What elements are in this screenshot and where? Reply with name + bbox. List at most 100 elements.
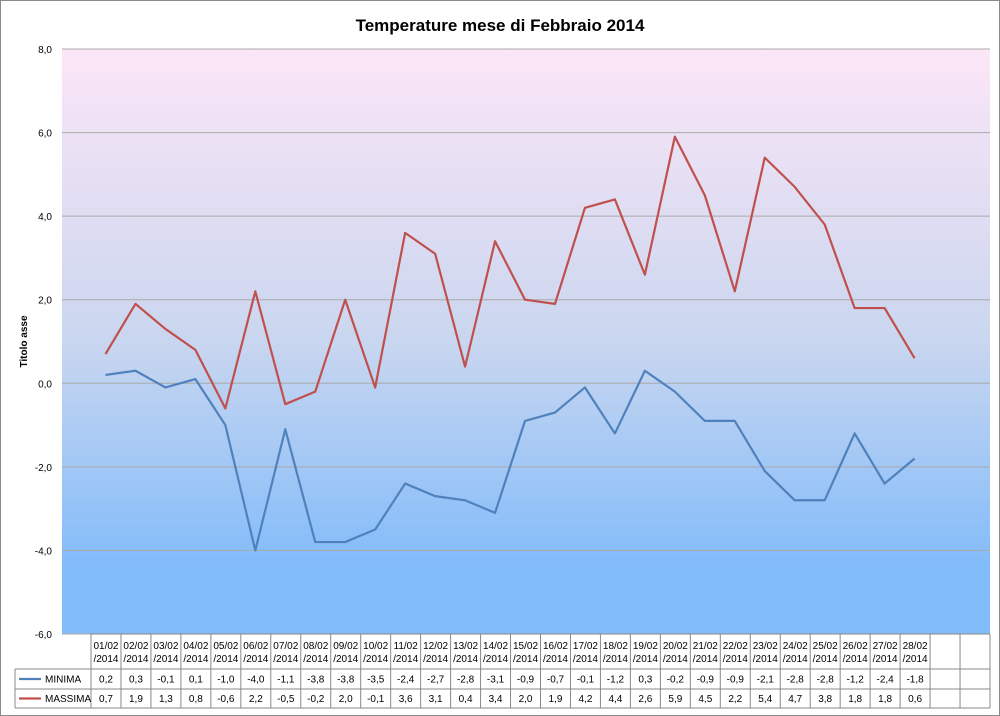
x-tick-label: 04/02 [183,641,208,652]
x-tick-label: 27/02 [873,641,898,652]
x-tick-label: /2014 [903,654,928,665]
x-tick-label: 05/02 [213,641,238,652]
data-label: -0,2 [307,694,325,705]
data-label: 0,3 [638,675,652,686]
data-label: -2,1 [757,675,775,686]
x-tick-label: 11/02 [394,641,419,652]
x-tick-label: 23/02 [753,641,778,652]
x-tick-label: 13/02 [453,641,478,652]
data-label: -0,6 [217,694,235,705]
data-label: 0,1 [189,675,203,686]
data-label: 1,8 [878,694,892,705]
y-tick-label: -6,0 [35,630,53,641]
x-tick-label: /2014 [873,654,898,665]
y-axis-label: Titolo asse [19,315,30,367]
data-label: 4,7 [788,694,802,705]
data-label: 3,8 [818,694,832,705]
data-label: 3,6 [399,694,413,705]
data-label: -3,8 [337,675,355,686]
x-tick-label: 22/02 [723,641,748,652]
y-tick-label: 8,0 [38,45,52,56]
data-label: -1,2 [607,675,625,686]
x-tick-label: 12/02 [423,641,448,652]
x-tick-label: /2014 [153,654,178,665]
data-label: 1,8 [848,694,862,705]
x-tick-label: 03/02 [153,641,178,652]
data-label: -0,5 [277,694,295,705]
x-tick-label: 20/02 [663,641,688,652]
data-label: 2,2 [249,694,263,705]
x-tick-label: 24/02 [783,641,808,652]
data-label: 5,9 [668,694,682,705]
x-tick-label: /2014 [303,654,328,665]
data-label: 3,4 [489,694,503,705]
x-tick-label: /2014 [693,654,718,665]
x-tick-label: /2014 [363,654,388,665]
data-label: 5,4 [758,694,772,705]
y-tick-label: 2,0 [38,296,52,307]
x-tick-label: 21/02 [693,641,718,652]
x-tick-label: 19/02 [633,641,658,652]
x-tick-label: /2014 [603,654,628,665]
data-label: -0,1 [577,675,595,686]
data-label: -2,8 [457,675,475,686]
x-tick-label: 07/02 [273,641,298,652]
x-tick-label: /2014 [123,654,148,665]
data-label: -2,8 [787,675,805,686]
data-label: -3,5 [367,675,385,686]
x-tick-label: /2014 [843,654,868,665]
y-tick-label: 4,0 [38,212,52,223]
data-label: 4,5 [698,694,712,705]
data-label: -1,8 [906,675,924,686]
y-tick-label: 0,0 [38,379,52,390]
x-tick-label: 14/02 [483,641,508,652]
x-tick-label: /2014 [753,654,778,665]
data-label: -2,4 [397,675,415,686]
data-label: -4,0 [247,675,265,686]
x-tick-label: 15/02 [513,641,538,652]
x-tick-label: /2014 [783,654,808,665]
data-label: -0,9 [727,675,745,686]
x-tick-label: 09/02 [333,641,358,652]
data-label: 3,1 [429,694,443,705]
data-label: -0,9 [697,675,715,686]
data-label: -2,8 [817,675,835,686]
chart-title: Temperature mese di Febbraio 2014 [356,16,645,35]
x-tick-label: 06/02 [243,641,268,652]
data-label: 0,3 [129,675,143,686]
x-tick-label: /2014 [393,654,418,665]
data-label: 2,6 [638,694,652,705]
x-tick-label: /2014 [273,654,298,665]
x-tick-label: 26/02 [843,641,868,652]
data-label: 1,3 [159,694,173,705]
data-label: 1,9 [129,694,143,705]
y-tick-label: -2,0 [35,463,53,474]
x-tick-label: /2014 [723,654,748,665]
x-tick-label: /2014 [663,654,688,665]
series-line-massima [104,135,916,410]
x-tick-label: 18/02 [603,641,628,652]
x-tick-label: 01/02 [93,641,118,652]
data-label: 0,2 [99,675,113,686]
x-tick-label: 08/02 [303,641,328,652]
x-tick-label: /2014 [93,654,118,665]
x-tick-label: /2014 [483,654,508,665]
data-label: 2,2 [728,694,742,705]
data-label: -1,1 [277,675,295,686]
y-tick-label: -4,0 [35,546,53,557]
data-label: -2,7 [427,675,445,686]
data-label: 0,6 [908,694,922,705]
x-tick-label: 28/02 [903,641,928,652]
legend-label-massima: MASSIMA [45,694,91,705]
data-label: -2,4 [876,675,894,686]
x-tick-label: /2014 [453,654,478,665]
data-label: 4,2 [578,694,592,705]
data-label: 2,0 [339,694,353,705]
x-tick-label: /2014 [813,654,838,665]
x-tick-label: /2014 [543,654,568,665]
x-tick-label: 16/02 [543,641,568,652]
data-label: -1,2 [847,675,865,686]
data-label: 0,4 [459,694,473,705]
